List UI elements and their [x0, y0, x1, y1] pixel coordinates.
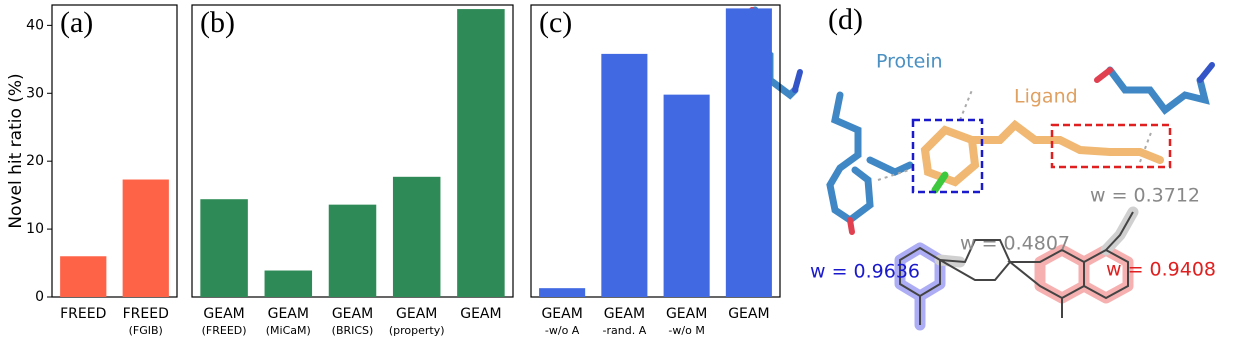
- bar: [539, 288, 586, 297]
- ligand-sticks: [920, 119, 1164, 187]
- bar: [457, 9, 505, 297]
- y-tick-label: 0: [35, 289, 44, 305]
- ligand-cl: [931, 171, 949, 194]
- y-tick-label: 30: [26, 85, 44, 101]
- panel-label: (c): [539, 6, 572, 39]
- x-tick-label: GEAM: [460, 306, 501, 322]
- x-tick-label: GEAM: [332, 306, 373, 322]
- contacts: [877, 89, 1153, 181]
- y-axis-label: Novel hit ratio (%): [6, 73, 26, 228]
- panel-label: (a): [60, 6, 93, 39]
- x-tick-note: -w/o A: [545, 324, 580, 337]
- panel-label: (d): [828, 3, 863, 36]
- weight-label: w = 0.9408: [1106, 259, 1216, 281]
- molecule-bonds: [899, 211, 1134, 325]
- x-tick-label: GEAM: [604, 306, 645, 322]
- y-tick-label: 40: [26, 17, 44, 33]
- panel-frame: [51, 4, 178, 298]
- protein-label: Protein: [876, 51, 943, 73]
- bar: [725, 8, 772, 297]
- x-tick-note: (property): [389, 324, 445, 337]
- weight-label: w = 0.4807: [960, 233, 1070, 255]
- bar: [264, 270, 313, 297]
- protein-n: [792, 62, 1215, 93]
- x-tick-label: FREED: [60, 306, 106, 322]
- x-tick-label: GEAM: [268, 306, 309, 322]
- ligand-label: Ligand: [1014, 86, 1078, 108]
- y-tick-label: 10: [26, 221, 44, 237]
- bar: [328, 204, 377, 297]
- x-tick-label: GEAM: [396, 306, 437, 322]
- y-tick-label: 20: [26, 153, 44, 169]
- red-box: [1050, 123, 1172, 169]
- x-tick-label: GEAM: [541, 306, 582, 322]
- bar: [122, 179, 169, 297]
- bar: [601, 53, 648, 298]
- highlights: [894, 206, 1139, 331]
- bar: [663, 94, 710, 297]
- x-tick-note: -w/o M: [668, 324, 704, 337]
- x-tick-note: (FGIB): [129, 324, 163, 337]
- x-tick-note: (BRICS): [332, 324, 374, 337]
- blue-box: [911, 118, 984, 194]
- weight-label: w = 0.9636: [810, 261, 920, 283]
- x-tick-label: GEAM: [203, 306, 244, 322]
- bar: [392, 176, 441, 297]
- weight-label: w = 0.3712: [1090, 185, 1200, 207]
- bar: [200, 199, 248, 297]
- x-tick-note: (FREED): [202, 324, 247, 337]
- panel-label: (b): [200, 6, 235, 39]
- bar: [60, 256, 107, 297]
- panel-d: (d) Protein Ligand w = 0.4807 w = 0.3712…: [741, 3, 1216, 331]
- x-tick-note: -rand. A: [603, 324, 647, 337]
- x-tick-label: GEAM: [666, 306, 707, 322]
- panel-frame: [530, 4, 781, 298]
- x-tick-note: (MiCaM): [266, 324, 311, 337]
- x-tick-label: FREED: [123, 306, 169, 322]
- x-tick-label: GEAM: [728, 306, 769, 322]
